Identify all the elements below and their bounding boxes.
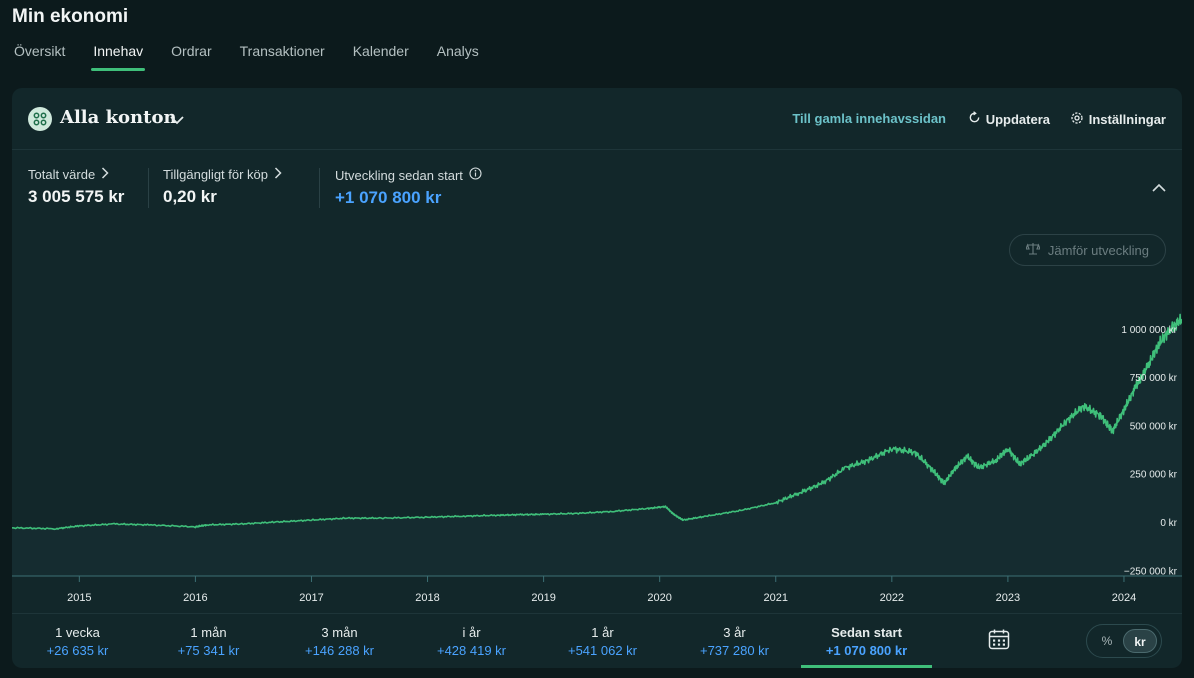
- x-tick-label: 2020: [647, 592, 671, 604]
- development-value: +1 070 800 kr: [335, 188, 442, 207]
- chevron-right-icon: [274, 167, 282, 182]
- period-option[interactable]: 1 vecka +26 635 kr: [12, 614, 143, 668]
- x-tick-label: 2019: [531, 592, 555, 604]
- unit-toggle[interactable]: % kr: [1086, 624, 1162, 658]
- period-option[interactable]: 1 år +541 062 kr: [537, 614, 668, 668]
- period-value: +1 070 800 kr: [825, 643, 908, 658]
- period-value: +146 288 kr: [304, 643, 375, 658]
- settings-label: Inställningar: [1088, 112, 1166, 127]
- available-stat[interactable]: Tillgängligt för köp 0,20 kr: [163, 167, 282, 207]
- y-tick-label: 250 000 kr: [1130, 470, 1178, 481]
- update-label: Uppdatera: [985, 111, 1050, 127]
- tab-ordrar[interactable]: Ordrar: [171, 43, 212, 59]
- compare-button[interactable]: Jämför utveckling: [1008, 234, 1166, 266]
- chevron-right-icon: [101, 167, 109, 182]
- x-tick-label: 2021: [764, 592, 788, 604]
- period-value: +541 062 kr: [567, 643, 638, 658]
- period-value: +26 635 kr: [46, 643, 109, 658]
- period-label: 1 mån: [190, 625, 227, 640]
- info-icon[interactable]: [469, 167, 482, 183]
- period-option[interactable]: 3 mån +146 288 kr: [274, 614, 405, 668]
- period-option[interactable]: 1 mån +75 341 kr: [143, 614, 274, 668]
- available-label: Tillgängligt för köp: [163, 167, 269, 182]
- total-value: 3 005 575 kr: [28, 187, 125, 206]
- unit-percent-option[interactable]: %: [1101, 634, 1113, 648]
- total-value-label: Totalt värde: [28, 167, 96, 182]
- development-stat: Utveckling sedan start +1 070 800 kr: [335, 167, 482, 208]
- development-label: Utveckling sedan start: [335, 167, 463, 183]
- period-value: +428 419 kr: [436, 643, 507, 658]
- main-nav: Översikt Innehav Ordrar Transaktioner Ka…: [14, 43, 507, 71]
- available-value: 0,20 kr: [163, 187, 217, 206]
- old-holdings-link[interactable]: Till gamla innehavssidan: [792, 111, 946, 126]
- period-label: 3 mån: [321, 625, 358, 640]
- period-label: Sedan start: [831, 625, 902, 640]
- x-tick-label: 2024: [1112, 592, 1136, 604]
- compare-label: Jämför utveckling: [1047, 242, 1149, 258]
- divider: [319, 168, 320, 208]
- period-value: +737 280 kr: [699, 643, 770, 658]
- total-value-stat[interactable]: Totalt värde 3 005 575 kr: [28, 167, 124, 207]
- tab-kalender[interactable]: Kalender: [352, 43, 409, 59]
- period-label: 3 år: [723, 625, 746, 640]
- period-label: 1 år: [591, 625, 614, 640]
- page-title: Min ekonomi: [12, 6, 129, 27]
- tab-transaktioner[interactable]: Transaktioner: [239, 43, 325, 59]
- period-label: i år: [462, 625, 481, 640]
- tab-innehav[interactable]: Innehav: [91, 43, 145, 71]
- y-tick-label: −250 000 kr: [1124, 566, 1178, 577]
- grid-icon[interactable]: [28, 107, 52, 131]
- card-header: Alla konton Till gamla innehavssidan Upp…: [12, 88, 1182, 150]
- y-tick-label: 500 000 kr: [1130, 421, 1178, 432]
- period-option[interactable]: Sedan start +1 070 800 kr: [801, 614, 932, 668]
- x-tick-label: 2015: [67, 592, 91, 604]
- y-tick-label: 0 kr: [1160, 518, 1177, 529]
- period-selector: 1 vecka +26 635 kr 1 mån +75 341 kr 3 mån +14…: [12, 613, 1182, 668]
- y-tick-label: 750 000 kr: [1130, 373, 1178, 384]
- chevron-down-icon[interactable]: [170, 112, 184, 130]
- calendar-icon[interactable]: [988, 628, 1010, 655]
- x-tick-label: 2017: [299, 592, 323, 604]
- refresh-icon: [968, 111, 981, 127]
- settings-button[interactable]: Inställningar: [1070, 111, 1166, 128]
- update-button[interactable]: Uppdatera: [968, 111, 1050, 127]
- chart-area: [12, 314, 1182, 576]
- period-option[interactable]: 3 år +737 280 kr: [669, 614, 800, 668]
- x-tick-label: 2018: [415, 592, 439, 604]
- portfolio-chart[interactable]: 1 000 000 kr 750 000 kr 500 000 kr 250 000 …: [12, 238, 1182, 613]
- period-option[interactable]: i år +428 419 kr: [406, 614, 537, 668]
- period-label: 1 vecka: [55, 625, 100, 640]
- x-tick-label: 2022: [880, 592, 904, 604]
- x-tick-label: 2016: [183, 592, 207, 604]
- unit-currency-option[interactable]: kr: [1123, 629, 1157, 653]
- chevron-up-icon[interactable]: [1152, 180, 1166, 198]
- divider: [148, 168, 149, 208]
- chart-series-line: [12, 313, 1182, 531]
- tab-analys[interactable]: Analys: [436, 43, 479, 59]
- gear-icon: [1070, 111, 1084, 128]
- holdings-card: Alla konton Till gamla innehavssidan Upp…: [12, 88, 1182, 668]
- x-tick-label: 2023: [996, 592, 1020, 604]
- tab-oversikt[interactable]: Översikt: [14, 43, 66, 59]
- scale-icon: [1025, 242, 1041, 258]
- period-value: +75 341 kr: [177, 643, 240, 658]
- y-tick-label: 1 000 000 kr: [1121, 325, 1177, 336]
- account-selector-label[interactable]: Alla konton: [60, 107, 177, 128]
